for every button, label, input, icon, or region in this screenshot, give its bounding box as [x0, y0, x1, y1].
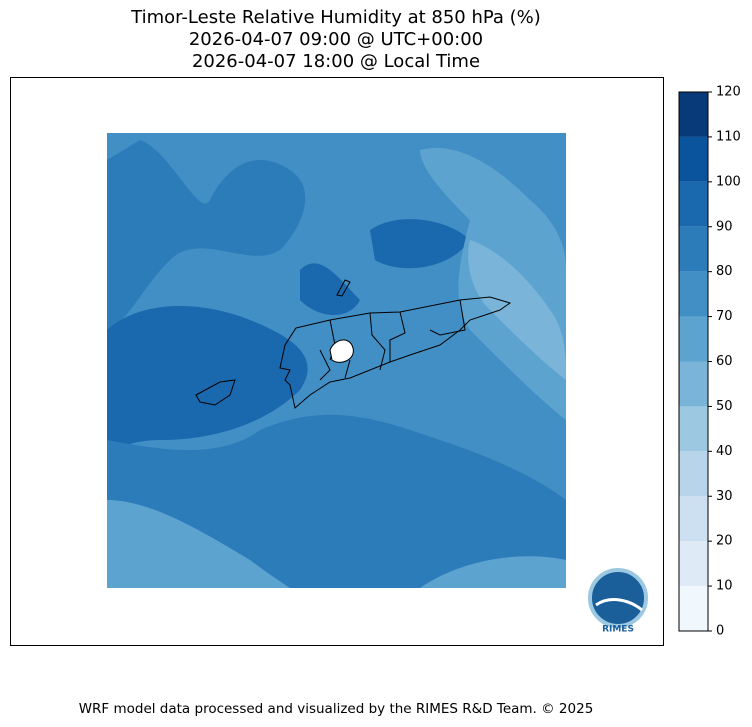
colorbar-segment	[679, 226, 708, 272]
colorbar-tick-label: 30	[716, 489, 733, 504]
colorbar-tick-label: 40	[716, 444, 733, 459]
colorbar-tick-label: 20	[716, 534, 733, 549]
title: Timor-Leste Relative Humidity at 850 hPa…	[130, 7, 541, 28]
colorbar-tick-label: 100	[716, 174, 741, 189]
colorbar-tick-label: 110	[716, 129, 741, 144]
colorbar-segment	[679, 361, 708, 407]
colorbar-segment	[679, 406, 708, 452]
colorbar-segment	[679, 136, 708, 182]
colorbar-tick-label: 0	[716, 624, 724, 639]
subtitle: 2026-04-07 09:00 @ UTC+00:00	[189, 29, 483, 50]
colorbar-segment	[679, 586, 708, 631]
colorbar-tick-label: 90	[716, 219, 733, 234]
map-field	[107, 133, 566, 588]
colorbar-tick-label: 10	[716, 579, 733, 594]
colorbar-segment	[679, 496, 708, 542]
colorbar-segment	[679, 181, 708, 227]
colorbar-segment	[679, 92, 708, 137]
colorbar: 0 10 20 30 40 50 60 70 80 90 100 110 120	[678, 85, 741, 639]
logo-text: RIMES	[602, 625, 634, 635]
colorbar-segment	[679, 541, 708, 587]
boundaries	[195, 279, 512, 409]
colorbar-segment	[679, 451, 708, 497]
colorbar-tick-label: 60	[716, 354, 733, 369]
footer: WRF model data processed and visualized …	[79, 701, 594, 717]
colorbar-tick-label: 80	[716, 264, 733, 279]
subtitle: 2026-04-07 18:00 @ Local Time	[192, 51, 480, 72]
colorbar-segment	[679, 271, 708, 317]
logo: RIMES	[588, 568, 648, 635]
colorbar-segment	[679, 316, 708, 362]
colorbar-tick-label: 120	[716, 85, 741, 100]
colorbar-tick-label: 70	[716, 309, 733, 324]
colorbar-tick-label: 50	[716, 399, 733, 414]
